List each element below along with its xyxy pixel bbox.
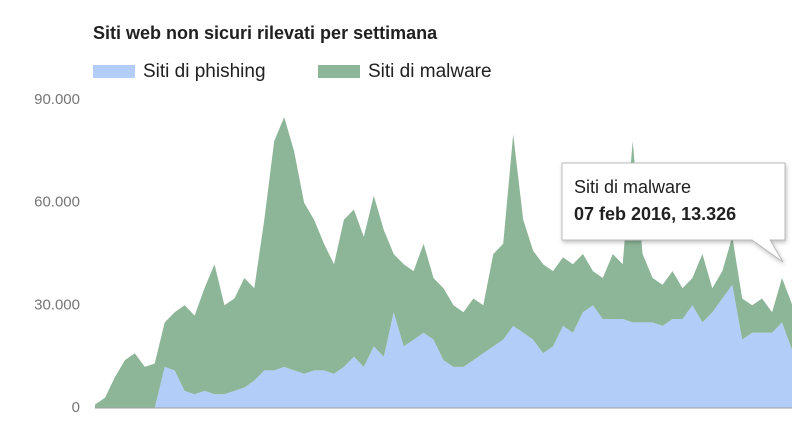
area <box>95 284 792 408</box>
legend-label[interactable]: Siti di phishing <box>143 61 266 82</box>
tooltip: Siti di malware 07 feb 2016, 13.326 <box>561 162 786 263</box>
chart-title: Siti web non sicuri rilevati per settima… <box>93 23 438 43</box>
legend-swatch <box>93 65 135 78</box>
y-tick-label: 0 <box>72 399 80 416</box>
tooltip-text: 07 feb 2016, 13.326 <box>574 204 736 224</box>
y-tick-label: 30.000 <box>34 296 80 313</box>
plot-area: 0 30.000 60.000 90.000 <box>34 91 792 416</box>
tooltip-box <box>561 162 786 263</box>
tooltip-title: Siti di malware <box>574 177 691 197</box>
legend-swatch <box>318 65 360 78</box>
y-tick-label: 90.000 <box>34 91 80 108</box>
area <box>95 117 792 408</box>
legend-label[interactable]: Siti di malware <box>368 61 492 82</box>
y-tick-label: 60.000 <box>34 194 80 211</box>
